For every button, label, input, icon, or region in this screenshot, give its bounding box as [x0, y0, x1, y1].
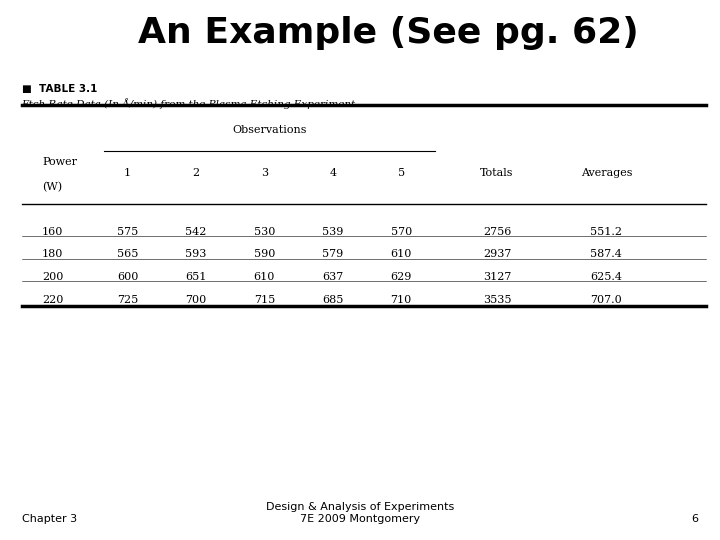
Text: (W): (W) [42, 182, 62, 192]
Text: 200: 200 [42, 272, 63, 282]
Text: 685: 685 [322, 294, 343, 305]
Text: 593: 593 [185, 249, 207, 259]
Text: 3127: 3127 [483, 272, 511, 282]
Text: 2937: 2937 [483, 249, 511, 259]
Text: 3: 3 [261, 168, 268, 178]
Text: 6: 6 [691, 514, 698, 524]
Text: 1: 1 [124, 168, 131, 178]
Text: 700: 700 [185, 294, 207, 305]
Text: ■  TABLE 3.1: ■ TABLE 3.1 [22, 84, 97, 94]
Text: 4: 4 [329, 168, 336, 178]
Text: Averages: Averages [580, 168, 632, 178]
Text: 625.4: 625.4 [590, 272, 622, 282]
Text: 2756: 2756 [483, 226, 511, 237]
Text: 610: 610 [253, 272, 275, 282]
Text: 180: 180 [42, 249, 63, 259]
Text: 539: 539 [322, 226, 343, 237]
Text: 565: 565 [117, 249, 138, 259]
Text: 725: 725 [117, 294, 138, 305]
Text: 651: 651 [185, 272, 207, 282]
Text: 610: 610 [390, 249, 412, 259]
Text: 587.4: 587.4 [590, 249, 622, 259]
Text: 160: 160 [42, 226, 63, 237]
Text: 5: 5 [397, 168, 405, 178]
Text: 220: 220 [42, 294, 63, 305]
Text: 629: 629 [390, 272, 412, 282]
Text: 715: 715 [253, 294, 275, 305]
Text: 570: 570 [390, 226, 412, 237]
Text: 551.2: 551.2 [590, 226, 622, 237]
Text: 590: 590 [253, 249, 275, 259]
Text: 600: 600 [117, 272, 138, 282]
Text: 542: 542 [185, 226, 207, 237]
Text: 575: 575 [117, 226, 138, 237]
Text: Observations: Observations [233, 125, 307, 135]
Text: Totals: Totals [480, 168, 514, 178]
Text: Design & Analysis of Experiments
7E 2009 Montgomery: Design & Analysis of Experiments 7E 2009… [266, 502, 454, 524]
Text: 579: 579 [322, 249, 343, 259]
Text: 3535: 3535 [482, 294, 511, 305]
Text: 707.0: 707.0 [590, 294, 622, 305]
Text: 710: 710 [390, 294, 412, 305]
Text: 637: 637 [322, 272, 343, 282]
Text: An Example (See pg. 62): An Example (See pg. 62) [138, 16, 639, 50]
Text: Etch Rate Data (In Å/min) from the Plasma Etching Experiment: Etch Rate Data (In Å/min) from the Plasm… [22, 98, 356, 109]
Text: 530: 530 [253, 226, 275, 237]
Text: 2: 2 [192, 168, 199, 178]
Text: Chapter 3: Chapter 3 [22, 514, 77, 524]
Text: Power: Power [42, 157, 77, 166]
